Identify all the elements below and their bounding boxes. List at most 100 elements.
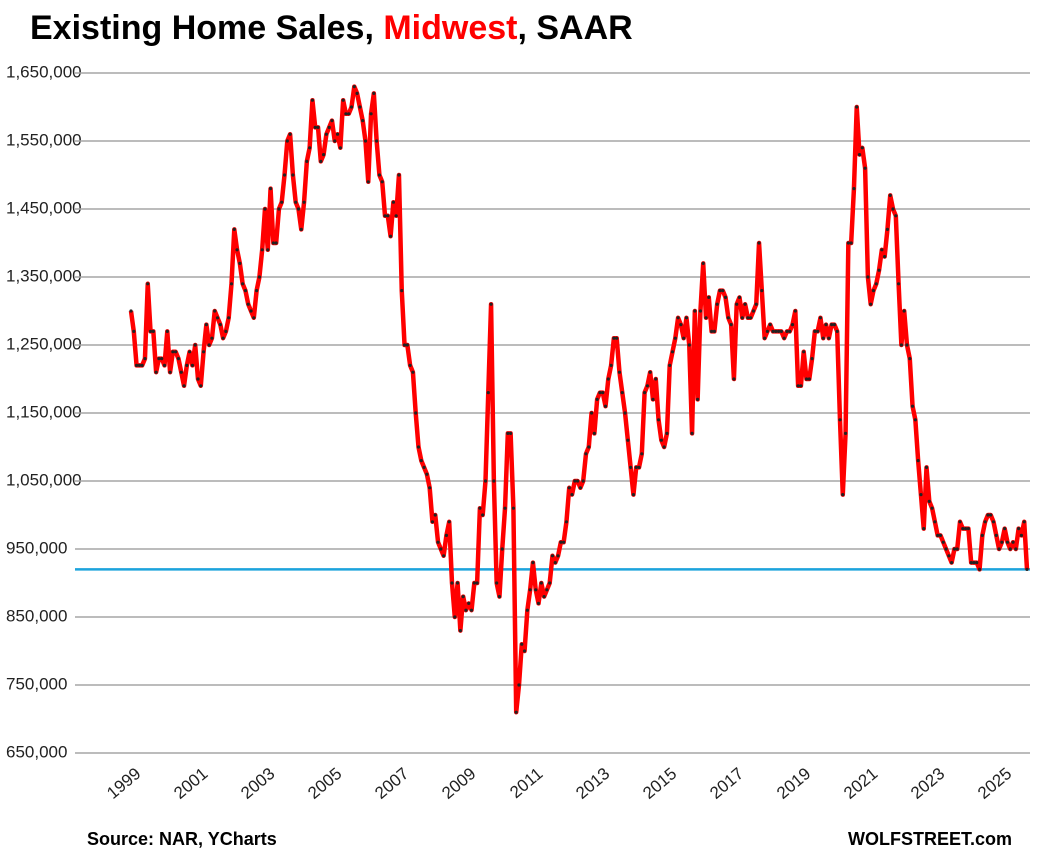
- point: [687, 343, 691, 347]
- point: [1019, 533, 1024, 538]
- point: [165, 329, 169, 333]
- point: [291, 173, 295, 177]
- point: [419, 459, 423, 463]
- point: [196, 377, 200, 381]
- x-tick-label: 2021: [840, 764, 881, 803]
- point: [422, 465, 426, 469]
- point: [388, 234, 393, 238]
- point: [679, 323, 683, 327]
- point: [321, 153, 326, 157]
- point: [746, 316, 750, 320]
- point: [154, 370, 158, 374]
- y-tick-label: 950,000: [6, 538, 67, 557]
- y-tick-label: 1,450,000: [6, 198, 82, 217]
- point: [249, 309, 253, 313]
- point: [224, 329, 228, 333]
- point: [977, 567, 982, 572]
- point: [327, 125, 331, 129]
- point: [765, 329, 770, 333]
- point: [204, 323, 208, 327]
- point: [263, 207, 267, 211]
- point: [229, 282, 234, 286]
- point: [453, 615, 457, 619]
- point: [481, 513, 485, 517]
- point: [467, 601, 471, 606]
- point: [182, 384, 186, 388]
- point: [869, 302, 873, 306]
- point: [824, 323, 828, 327]
- point: [475, 581, 479, 585]
- point: [511, 506, 516, 510]
- point: [531, 561, 535, 565]
- point: [430, 520, 435, 524]
- point: [369, 112, 373, 116]
- point: [134, 363, 139, 367]
- point: [316, 125, 320, 129]
- point: [358, 105, 362, 109]
- point: [341, 98, 345, 102]
- point: [704, 316, 708, 320]
- x-tick-label: 2017: [706, 764, 747, 803]
- point: [888, 193, 892, 197]
- x-tick-label: 2013: [572, 764, 613, 803]
- point: [1005, 540, 1010, 544]
- point: [210, 336, 214, 340]
- point: [235, 248, 239, 252]
- point: [972, 561, 976, 565]
- point: [129, 309, 133, 313]
- point: [802, 350, 806, 354]
- point: [855, 105, 859, 109]
- point: [991, 520, 996, 524]
- point: [174, 350, 178, 354]
- point: [375, 139, 379, 143]
- point: [377, 173, 382, 177]
- point: [489, 302, 493, 306]
- point: [447, 520, 451, 524]
- x-tick-label: 2025: [974, 764, 1015, 803]
- point: [997, 547, 1001, 551]
- x-tick-label: 2009: [438, 764, 479, 803]
- point: [525, 608, 529, 612]
- point: [771, 329, 775, 333]
- point: [391, 200, 395, 204]
- point: [721, 289, 725, 293]
- point: [659, 438, 663, 442]
- point: [1022, 520, 1026, 524]
- point: [735, 302, 739, 306]
- point: [536, 601, 541, 606]
- point: [201, 350, 206, 354]
- point: [408, 363, 412, 367]
- y-tick-label: 1,250,000: [6, 334, 82, 353]
- point: [503, 506, 507, 510]
- point: [581, 479, 585, 483]
- point: [737, 295, 742, 299]
- point: [548, 581, 552, 585]
- point: [715, 302, 719, 306]
- point: [444, 533, 449, 538]
- point: [726, 316, 730, 320]
- point: [349, 105, 354, 109]
- point: [458, 629, 462, 633]
- point: [668, 363, 672, 367]
- point: [288, 132, 292, 136]
- point: [866, 275, 870, 279]
- point: [280, 200, 284, 204]
- point: [559, 540, 563, 544]
- point: [509, 431, 513, 435]
- point: [372, 91, 376, 95]
- point: [989, 513, 993, 517]
- point: [344, 112, 348, 116]
- point: [517, 683, 521, 687]
- point: [497, 595, 502, 599]
- point: [682, 336, 686, 340]
- point: [883, 255, 887, 259]
- point: [799, 384, 803, 388]
- point: [528, 588, 532, 592]
- point: [522, 649, 527, 653]
- point: [553, 561, 557, 565]
- point: [707, 295, 711, 299]
- point: [936, 533, 940, 538]
- point: [539, 581, 543, 585]
- point: [804, 377, 809, 381]
- point: [313, 125, 317, 129]
